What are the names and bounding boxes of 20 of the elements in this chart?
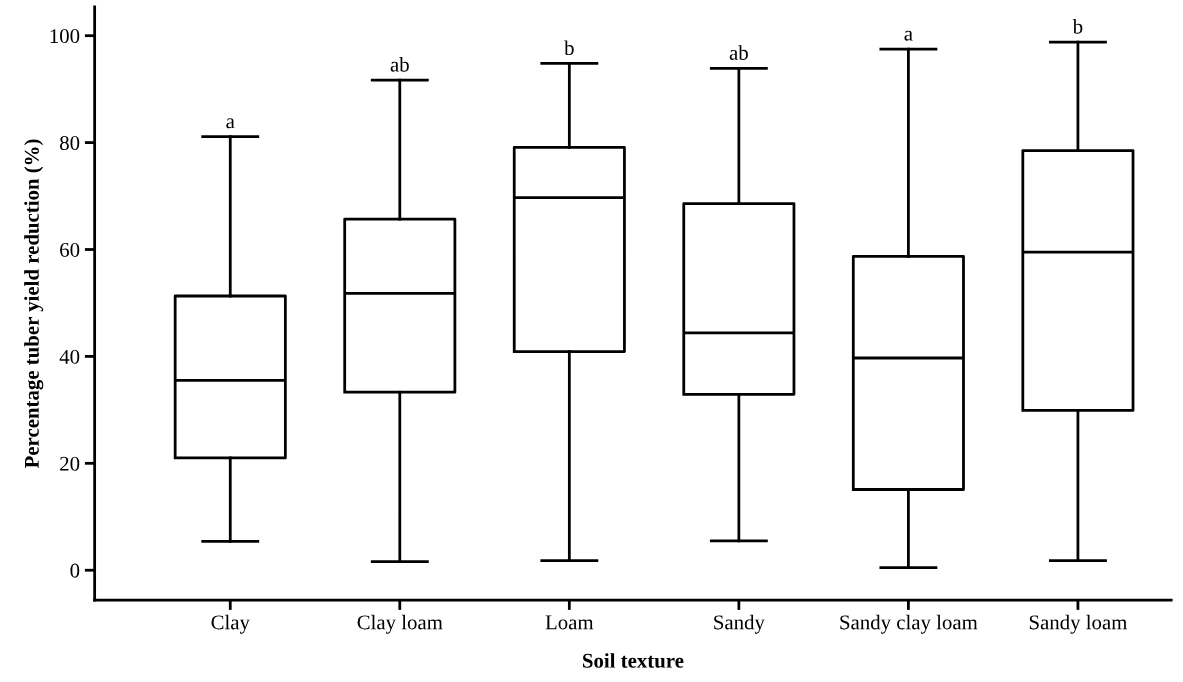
x-tick-label: Sandy loam [1029,614,1128,634]
y-tick-label: 100 [50,29,80,44]
x-tick-label: Sandy clay loam [840,614,978,634]
x-tick-label: Clay loam [357,614,443,634]
y-tick-label: 60 [60,242,80,257]
x-tick-label: Loam [545,615,594,630]
annotation: ab [390,56,409,72]
y-tick-label: 80 [60,135,80,151]
y-tick-label: 40 [59,349,80,364]
annotation: ab [729,45,748,60]
annotation: a [226,118,235,129]
x-axis-title: Soil texture [582,653,684,668]
annotation: b [1072,19,1083,34]
y-tick-label: 20 [60,456,80,471]
y-tick-label: 0 [70,563,80,578]
y-axis-title: Percentage tuber yield reduction (%) [24,139,44,469]
x-tick-label: Clay [211,614,250,634]
annotation: b [564,40,574,56]
annotation: a [904,30,913,41]
x-tick-label: Sandy [714,614,765,634]
